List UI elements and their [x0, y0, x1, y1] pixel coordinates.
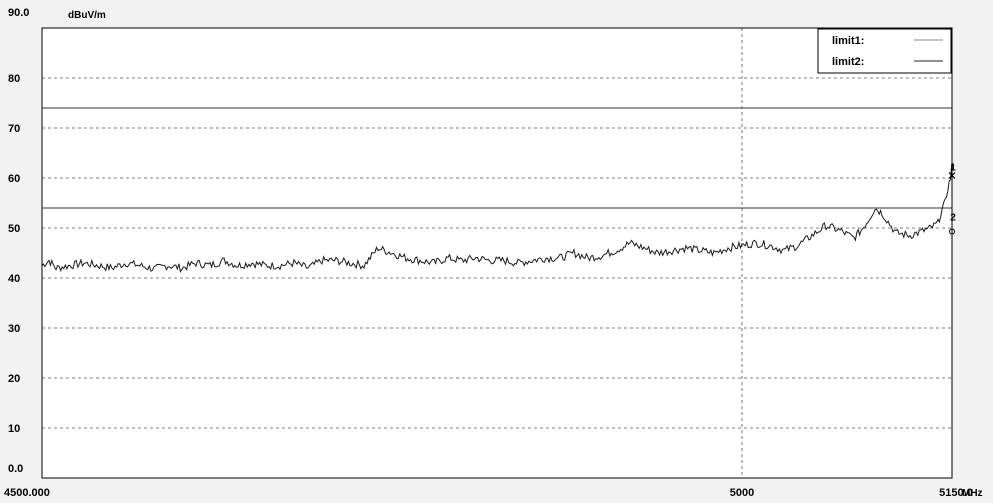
y-tick-label: 30 — [8, 323, 20, 335]
y-tick-label: 90.0 — [8, 7, 29, 19]
x-unit-label: MHz — [962, 488, 983, 499]
x-tick-label: 4500.000 — [4, 487, 50, 499]
y-tick-label: 40 — [8, 273, 20, 285]
y-tick-label: 60 — [8, 173, 20, 185]
y-unit-label: dBuV/m — [68, 10, 106, 21]
y-tick-label: 0.0 — [8, 463, 23, 475]
plot-frame — [41, 27, 953, 479]
y-tick-label: 10 — [8, 423, 20, 435]
legend-label: limit1: — [832, 35, 864, 47]
x-tick-label: 5150.0 — [939, 487, 973, 499]
marker-1-label: 1 — [950, 163, 956, 174]
y-tick-label: 70 — [8, 123, 20, 135]
legend-label: limit2: — [832, 56, 864, 68]
y-tick-label: 80 — [8, 73, 20, 85]
y-tick-label: 20 — [8, 373, 20, 385]
series-layer — [41, 162, 953, 274]
x-tick-label: 5000 — [730, 487, 754, 499]
limit-lines — [42, 107, 952, 209]
plot-background — [42, 28, 952, 478]
legend: limit1: limit2: — [817, 28, 952, 74]
y-tick-label: 50 — [8, 223, 20, 235]
grid-lines — [42, 28, 952, 478]
legend-box — [817, 28, 952, 74]
marker-2-label: 2 — [950, 213, 956, 224]
plot-area — [42, 28, 952, 478]
measurement-trace — [41, 162, 953, 274]
axes: 0.0 10 20 30 40 50 60 70 80 90.0 4500.000 5000 5150.… — [4, 7, 983, 499]
